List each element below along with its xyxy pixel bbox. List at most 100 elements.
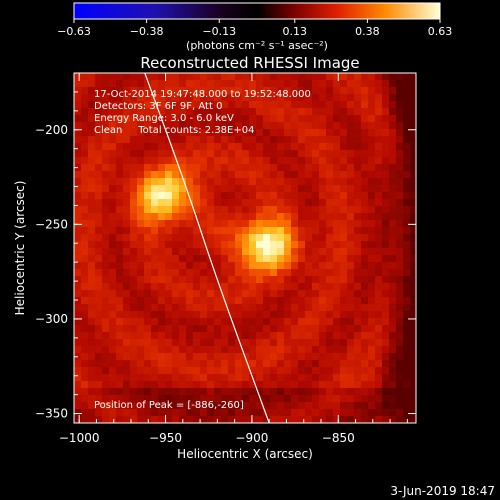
heatmap-cell <box>410 332 416 340</box>
heatmap-cell <box>221 129 229 137</box>
heatmap-cell <box>326 353 334 361</box>
heatmap-cell <box>137 409 145 417</box>
heatmap-cell <box>354 129 362 137</box>
heatmap-cell <box>116 388 124 396</box>
heatmap-cell <box>326 101 334 109</box>
heatmap-cell <box>277 157 285 165</box>
heatmap-cell <box>151 213 159 221</box>
heatmap-cell <box>361 115 369 123</box>
heatmap-cell <box>74 374 82 382</box>
heatmap-cell <box>375 353 383 361</box>
heatmap-cell <box>74 87 82 95</box>
heatmap-cell <box>368 318 376 326</box>
heatmap-cell <box>333 150 341 158</box>
heatmap-cell <box>312 304 320 312</box>
heatmap-cell <box>144 367 152 375</box>
heatmap-cell <box>354 192 362 200</box>
heatmap-cell <box>347 234 355 242</box>
heatmap-cell <box>116 346 124 354</box>
heatmap-cell <box>179 73 187 81</box>
heatmap-cell <box>235 108 243 116</box>
heatmap-cell <box>200 283 208 291</box>
heatmap-cell <box>326 367 334 375</box>
heatmap-cell <box>179 199 187 207</box>
heatmap-cell <box>291 409 299 417</box>
heatmap-cell <box>74 290 82 298</box>
heatmap-cell <box>74 283 82 291</box>
heatmap-cell <box>193 388 201 396</box>
heatmap-cell <box>284 311 292 319</box>
heatmap-cell <box>389 269 397 277</box>
heatmap-cell <box>340 171 348 179</box>
heatmap-cell <box>172 143 180 151</box>
heatmap-cell <box>403 346 411 354</box>
heatmap-cell <box>137 402 145 410</box>
heatmap-cell <box>193 206 201 214</box>
heatmap-cell <box>284 171 292 179</box>
heatmap-cell <box>116 304 124 312</box>
heatmap-cell <box>109 325 117 333</box>
heatmap-cell <box>354 346 362 354</box>
heatmap-cell <box>305 206 313 214</box>
heatmap-cell <box>375 234 383 242</box>
heatmap-cell <box>284 339 292 347</box>
heatmap-cell <box>109 304 117 312</box>
heatmap-cell <box>361 367 369 375</box>
heatmap-cell <box>228 395 236 403</box>
heatmap-cell <box>130 129 138 137</box>
heatmap-cell <box>179 332 187 340</box>
heatmap-cell <box>375 206 383 214</box>
heatmap-cell <box>305 248 313 256</box>
heatmap-cell <box>221 234 229 242</box>
heatmap-cell <box>158 220 166 228</box>
heatmap-cell <box>74 122 82 130</box>
heatmap-cell <box>270 115 278 123</box>
heatmap-cell <box>193 178 201 186</box>
heatmap-cell <box>158 171 166 179</box>
heatmap-cell <box>109 164 117 172</box>
heatmap-cell <box>137 262 145 270</box>
heatmap-cell <box>186 178 194 186</box>
y-tick-label: −200 <box>35 123 68 137</box>
heatmap-cell <box>256 304 264 312</box>
heatmap-cell <box>410 185 416 193</box>
heatmap-cell <box>151 73 159 81</box>
heatmap-cell <box>298 255 306 263</box>
heatmap-cell <box>95 171 103 179</box>
heatmap-cell <box>263 367 271 375</box>
heatmap-cell <box>270 234 278 242</box>
y-axis-label: Heliocentric Y (arcsec) <box>13 181 27 316</box>
heatmap-cell <box>410 304 416 312</box>
heatmap-cell <box>95 213 103 221</box>
heatmap-cell <box>151 227 159 235</box>
heatmap-cell <box>291 192 299 200</box>
heatmap-cell <box>312 122 320 130</box>
heatmap-cell <box>116 353 124 361</box>
heatmap-cell <box>312 171 320 179</box>
heatmap-cell <box>263 150 271 158</box>
detectors-text: Detectors: 3F 6F 9F, Att 0 <box>94 101 222 112</box>
heatmap-cell <box>270 332 278 340</box>
heatmap-cell <box>95 241 103 249</box>
heatmap-cell <box>347 143 355 151</box>
heatmap-cell <box>165 325 173 333</box>
heatmap-cell <box>172 374 180 382</box>
heatmap-cell <box>298 318 306 326</box>
heatmap-cell <box>347 290 355 298</box>
heatmap-cell <box>270 248 278 256</box>
heatmap-cell <box>123 395 131 403</box>
heatmap-cell <box>214 255 222 263</box>
heatmap-cell <box>319 178 327 186</box>
heatmap-cell <box>221 269 229 277</box>
x-axis-ticks: −1000 −950 −900 −850 <box>59 73 408 445</box>
heatmap-cell <box>249 129 257 137</box>
heatmap-cell <box>102 227 110 235</box>
heatmap-cell <box>382 150 390 158</box>
heatmap-cell <box>396 199 404 207</box>
heatmap-cell <box>403 339 411 347</box>
heatmap-cell <box>375 136 383 144</box>
heatmap-cell <box>354 171 362 179</box>
heatmap-cell <box>319 360 327 368</box>
heatmap-cell <box>326 304 334 312</box>
heatmap-cell <box>389 311 397 319</box>
